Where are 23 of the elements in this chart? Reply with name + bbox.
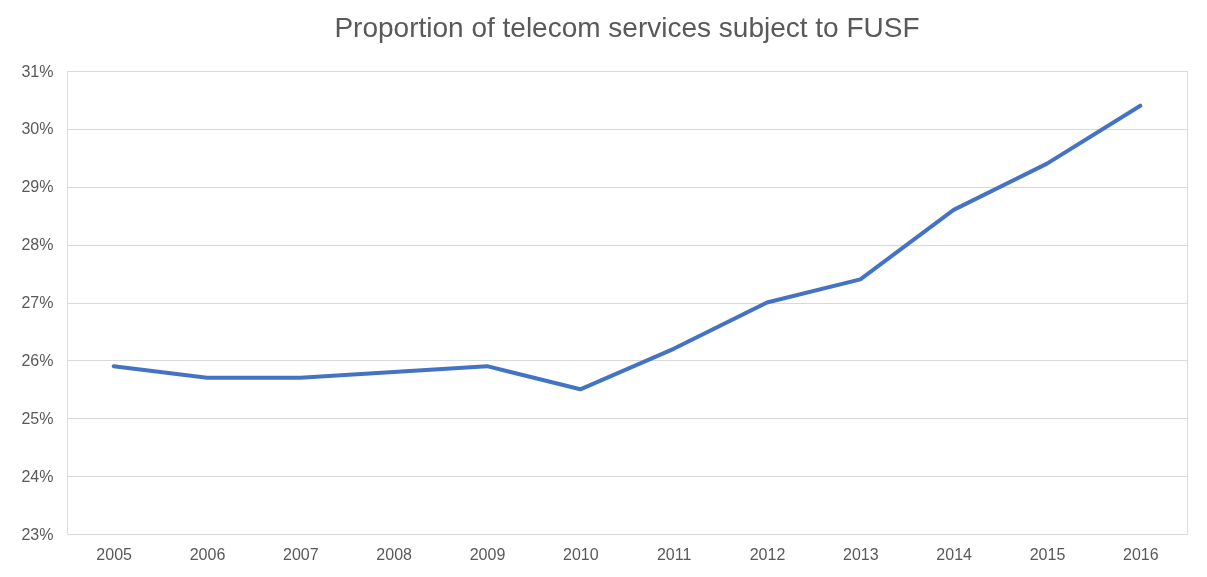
chart-title: Proportion of telecom services subject to FUSF xyxy=(334,12,920,43)
y-tick-label: 31% xyxy=(21,62,54,80)
x-tick-label: 2013 xyxy=(843,545,879,563)
y-tick-label: 27% xyxy=(21,294,54,311)
x-tick-label: 2010 xyxy=(563,545,599,563)
x-tick-label: 2016 xyxy=(1123,545,1159,563)
line-series xyxy=(111,103,1143,392)
x-tick-label: 2007 xyxy=(283,545,319,563)
x-tick-label: 2014 xyxy=(936,545,973,563)
x-tick-label: 2009 xyxy=(469,545,506,563)
x-tick-label: 2006 xyxy=(189,545,226,563)
y-tick-label: 28% xyxy=(21,236,54,254)
y-tick-label: 23% xyxy=(21,525,54,543)
x-tick-label: 2015 xyxy=(1029,545,1066,563)
y-tick-label: 29% xyxy=(21,178,54,196)
y-tick-label: 25% xyxy=(21,409,54,427)
x-tick-label: 2005 xyxy=(96,545,133,563)
y-tick-label: 24% xyxy=(21,467,54,485)
x-tick-label: 2011 xyxy=(656,545,692,563)
y-tick-label: 30% xyxy=(21,120,54,138)
x-tick-label: 2012 xyxy=(749,545,786,563)
y-tick-label: 26% xyxy=(21,351,54,369)
x-tick-label: 2008 xyxy=(376,545,413,563)
